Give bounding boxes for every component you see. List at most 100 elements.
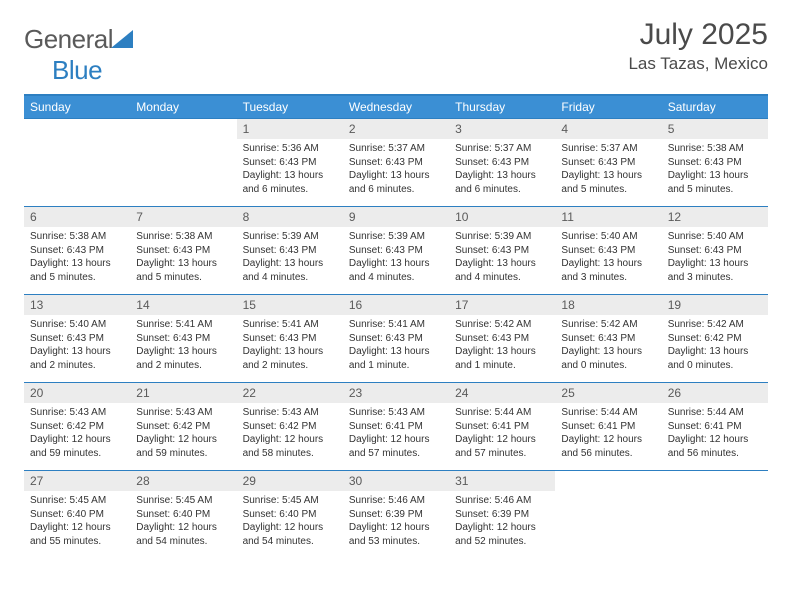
- day-number: 29: [237, 471, 343, 491]
- day-content: Sunrise: 5:43 AMSunset: 6:42 PMDaylight:…: [237, 403, 343, 470]
- day-content: Sunrise: 5:46 AMSunset: 6:39 PMDaylight:…: [343, 491, 449, 558]
- day-number: 24: [449, 383, 555, 403]
- day-cell: 12Sunrise: 5:40 AMSunset: 6:43 PMDayligh…: [662, 207, 768, 295]
- week-row: 1Sunrise: 5:36 AMSunset: 6:43 PMDaylight…: [24, 119, 768, 207]
- day-cell: 27Sunrise: 5:45 AMSunset: 6:40 PMDayligh…: [24, 471, 130, 559]
- day-content: Sunrise: 5:39 AMSunset: 6:43 PMDaylight:…: [449, 227, 555, 294]
- day-number: 23: [343, 383, 449, 403]
- day-header: Sunday: [24, 95, 130, 119]
- day-header: Friday: [555, 95, 661, 119]
- day-header: Tuesday: [237, 95, 343, 119]
- day-cell: 19Sunrise: 5:42 AMSunset: 6:42 PMDayligh…: [662, 295, 768, 383]
- day-cell: 31Sunrise: 5:46 AMSunset: 6:39 PMDayligh…: [449, 471, 555, 559]
- month-title: July 2025: [628, 18, 768, 52]
- day-content: Sunrise: 5:45 AMSunset: 6:40 PMDaylight:…: [237, 491, 343, 558]
- day-number: 13: [24, 295, 130, 315]
- day-number: 7: [130, 207, 236, 227]
- sail-icon: [111, 24, 133, 42]
- day-content: Sunrise: 5:43 AMSunset: 6:42 PMDaylight:…: [130, 403, 236, 470]
- day-content: Sunrise: 5:42 AMSunset: 6:42 PMDaylight:…: [662, 315, 768, 382]
- day-cell: 17Sunrise: 5:42 AMSunset: 6:43 PMDayligh…: [449, 295, 555, 383]
- day-content: Sunrise: 5:44 AMSunset: 6:41 PMDaylight:…: [555, 403, 661, 470]
- day-cell: 20Sunrise: 5:43 AMSunset: 6:42 PMDayligh…: [24, 383, 130, 471]
- day-content: Sunrise: 5:44 AMSunset: 6:41 PMDaylight:…: [449, 403, 555, 470]
- day-cell: 7Sunrise: 5:38 AMSunset: 6:43 PMDaylight…: [130, 207, 236, 295]
- day-number: 17: [449, 295, 555, 315]
- day-cell: [24, 119, 130, 207]
- header: GeneralBlue July 2025 Las Tazas, Mexico: [24, 18, 768, 86]
- day-cell: 4Sunrise: 5:37 AMSunset: 6:43 PMDaylight…: [555, 119, 661, 207]
- week-row: 27Sunrise: 5:45 AMSunset: 6:40 PMDayligh…: [24, 471, 768, 559]
- day-content: Sunrise: 5:36 AMSunset: 6:43 PMDaylight:…: [237, 139, 343, 206]
- week-row: 6Sunrise: 5:38 AMSunset: 6:43 PMDaylight…: [24, 207, 768, 295]
- day-content: Sunrise: 5:45 AMSunset: 6:40 PMDaylight:…: [24, 491, 130, 558]
- week-row: 20Sunrise: 5:43 AMSunset: 6:42 PMDayligh…: [24, 383, 768, 471]
- day-number: 6: [24, 207, 130, 227]
- day-content: Sunrise: 5:41 AMSunset: 6:43 PMDaylight:…: [130, 315, 236, 382]
- day-content: Sunrise: 5:38 AMSunset: 6:43 PMDaylight:…: [24, 227, 130, 294]
- day-cell: 29Sunrise: 5:45 AMSunset: 6:40 PMDayligh…: [237, 471, 343, 559]
- day-header: Monday: [130, 95, 236, 119]
- day-cell: 3Sunrise: 5:37 AMSunset: 6:43 PMDaylight…: [449, 119, 555, 207]
- day-number: 9: [343, 207, 449, 227]
- day-cell: 25Sunrise: 5:44 AMSunset: 6:41 PMDayligh…: [555, 383, 661, 471]
- day-cell: 2Sunrise: 5:37 AMSunset: 6:43 PMDaylight…: [343, 119, 449, 207]
- week-row: 13Sunrise: 5:40 AMSunset: 6:43 PMDayligh…: [24, 295, 768, 383]
- day-number: 5: [662, 119, 768, 139]
- day-cell: 13Sunrise: 5:40 AMSunset: 6:43 PMDayligh…: [24, 295, 130, 383]
- day-cell: 28Sunrise: 5:45 AMSunset: 6:40 PMDayligh…: [130, 471, 236, 559]
- day-header: Saturday: [662, 95, 768, 119]
- day-content: Sunrise: 5:38 AMSunset: 6:43 PMDaylight:…: [130, 227, 236, 294]
- day-cell: [662, 471, 768, 559]
- day-cell: 18Sunrise: 5:42 AMSunset: 6:43 PMDayligh…: [555, 295, 661, 383]
- day-number: 19: [662, 295, 768, 315]
- day-number: 31: [449, 471, 555, 491]
- day-cell: 1Sunrise: 5:36 AMSunset: 6:43 PMDaylight…: [237, 119, 343, 207]
- day-header: Thursday: [449, 95, 555, 119]
- day-content: Sunrise: 5:46 AMSunset: 6:39 PMDaylight:…: [449, 491, 555, 558]
- day-cell: 22Sunrise: 5:43 AMSunset: 6:42 PMDayligh…: [237, 383, 343, 471]
- brand-logo: GeneralBlue: [24, 18, 133, 86]
- day-content: Sunrise: 5:43 AMSunset: 6:41 PMDaylight:…: [343, 403, 449, 470]
- day-number: 10: [449, 207, 555, 227]
- day-content: Sunrise: 5:41 AMSunset: 6:43 PMDaylight:…: [343, 315, 449, 382]
- day-number: 21: [130, 383, 236, 403]
- day-content: Sunrise: 5:40 AMSunset: 6:43 PMDaylight:…: [662, 227, 768, 294]
- day-content: Sunrise: 5:45 AMSunset: 6:40 PMDaylight:…: [130, 491, 236, 558]
- day-cell: [130, 119, 236, 207]
- day-header-row: SundayMondayTuesdayWednesdayThursdayFrid…: [24, 95, 768, 119]
- title-block: July 2025 Las Tazas, Mexico: [628, 18, 768, 74]
- day-cell: 8Sunrise: 5:39 AMSunset: 6:43 PMDaylight…: [237, 207, 343, 295]
- day-number: 4: [555, 119, 661, 139]
- day-content: Sunrise: 5:44 AMSunset: 6:41 PMDaylight:…: [662, 403, 768, 470]
- day-number: 3: [449, 119, 555, 139]
- day-content: Sunrise: 5:37 AMSunset: 6:43 PMDaylight:…: [449, 139, 555, 206]
- day-content: Sunrise: 5:39 AMSunset: 6:43 PMDaylight:…: [343, 227, 449, 294]
- day-number: 8: [237, 207, 343, 227]
- brand-part2: Blue: [52, 55, 102, 85]
- day-number: 14: [130, 295, 236, 315]
- day-cell: 23Sunrise: 5:43 AMSunset: 6:41 PMDayligh…: [343, 383, 449, 471]
- day-cell: 5Sunrise: 5:38 AMSunset: 6:43 PMDaylight…: [662, 119, 768, 207]
- day-content: Sunrise: 5:40 AMSunset: 6:43 PMDaylight:…: [24, 315, 130, 382]
- day-number: 27: [24, 471, 130, 491]
- day-cell: 21Sunrise: 5:43 AMSunset: 6:42 PMDayligh…: [130, 383, 236, 471]
- day-content: Sunrise: 5:38 AMSunset: 6:43 PMDaylight:…: [662, 139, 768, 206]
- day-number: 1: [237, 119, 343, 139]
- day-number: 26: [662, 383, 768, 403]
- day-number: 25: [555, 383, 661, 403]
- day-cell: 16Sunrise: 5:41 AMSunset: 6:43 PMDayligh…: [343, 295, 449, 383]
- day-number: 30: [343, 471, 449, 491]
- day-cell: 14Sunrise: 5:41 AMSunset: 6:43 PMDayligh…: [130, 295, 236, 383]
- day-content: Sunrise: 5:42 AMSunset: 6:43 PMDaylight:…: [449, 315, 555, 382]
- day-header: Wednesday: [343, 95, 449, 119]
- day-number: 15: [237, 295, 343, 315]
- day-content: Sunrise: 5:41 AMSunset: 6:43 PMDaylight:…: [237, 315, 343, 382]
- day-cell: 30Sunrise: 5:46 AMSunset: 6:39 PMDayligh…: [343, 471, 449, 559]
- day-number: 22: [237, 383, 343, 403]
- location: Las Tazas, Mexico: [628, 54, 768, 74]
- day-content: Sunrise: 5:43 AMSunset: 6:42 PMDaylight:…: [24, 403, 130, 470]
- day-cell: [555, 471, 661, 559]
- day-cell: 6Sunrise: 5:38 AMSunset: 6:43 PMDaylight…: [24, 207, 130, 295]
- day-content: Sunrise: 5:37 AMSunset: 6:43 PMDaylight:…: [555, 139, 661, 206]
